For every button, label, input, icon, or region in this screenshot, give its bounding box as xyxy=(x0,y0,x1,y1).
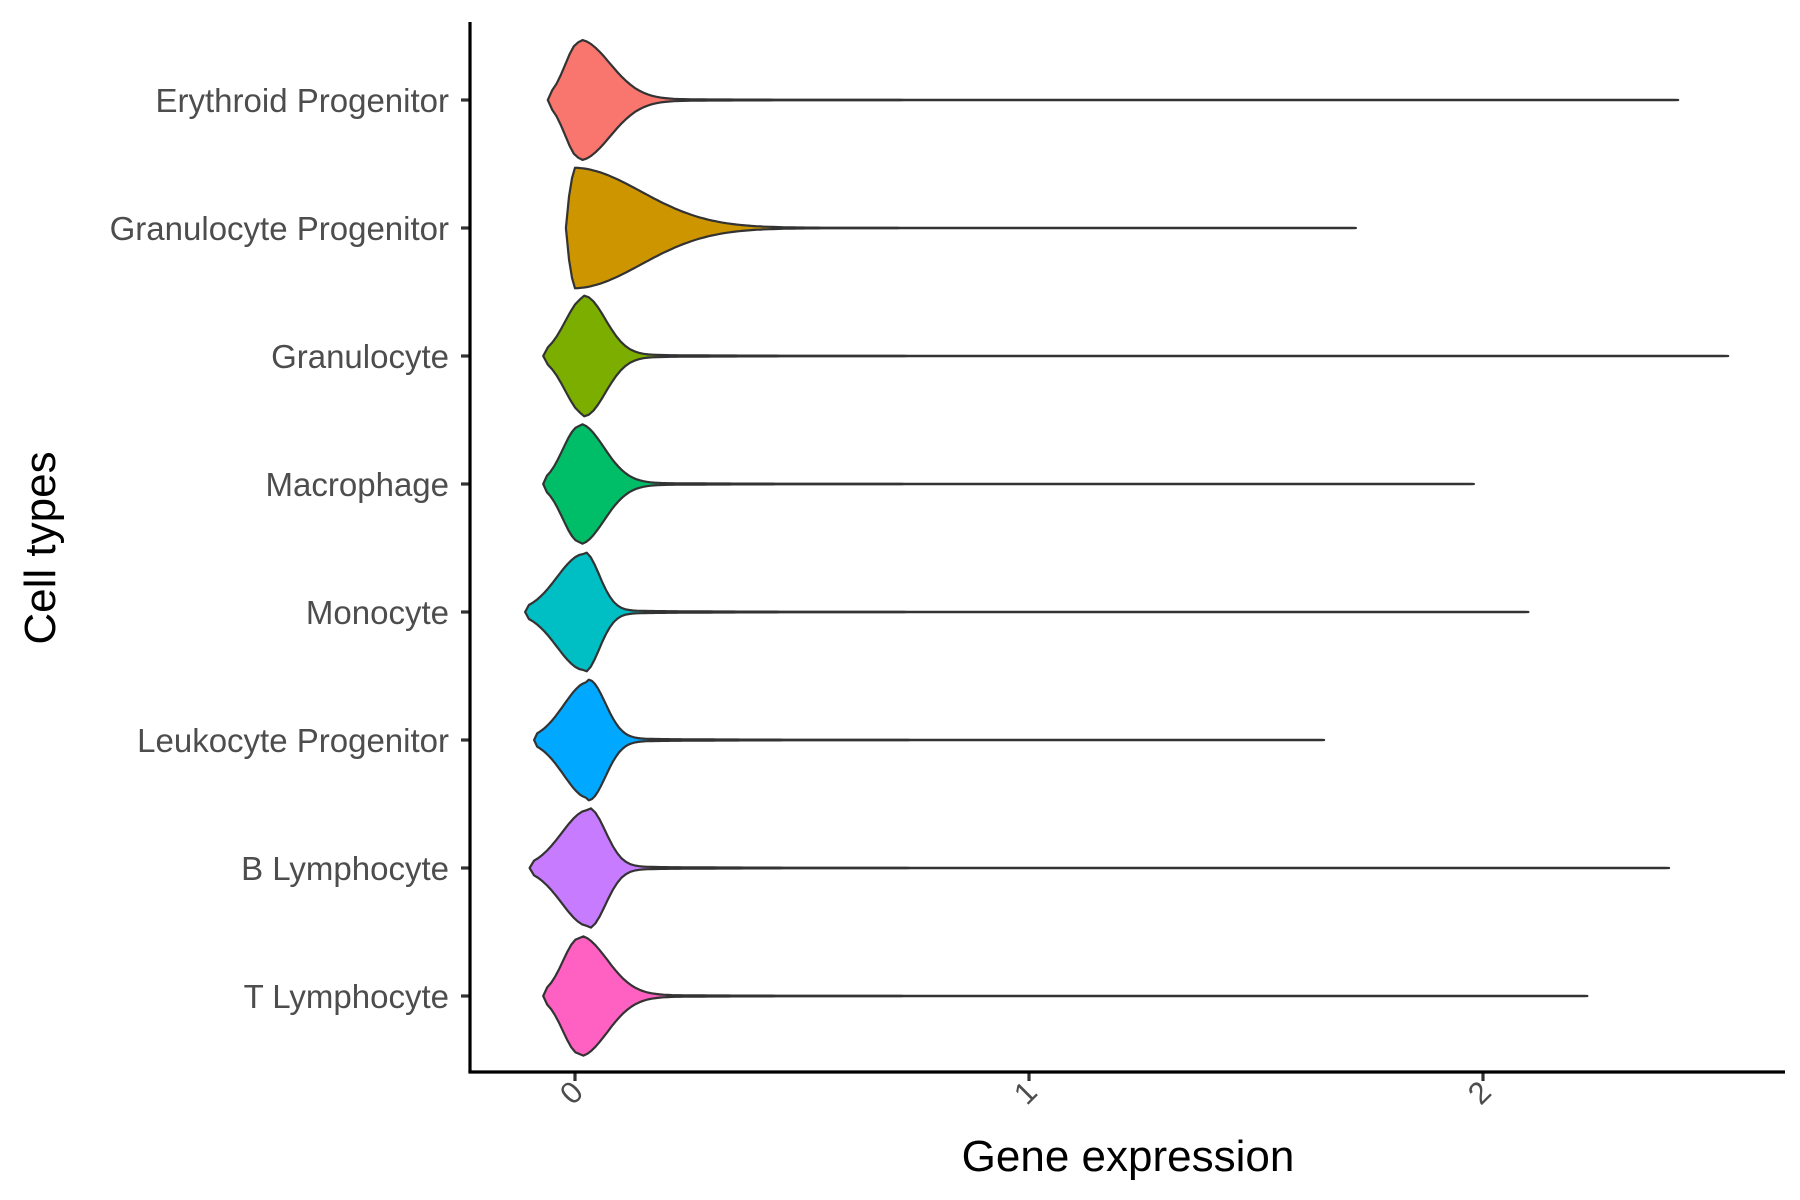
y-tick-label-macrophage: Macrophage xyxy=(266,466,449,503)
y-tick-label-erythroid-progenitor: Erythroid Progenitor xyxy=(156,82,449,119)
y-tick-label-t-lymphocyte: T Lymphocyte xyxy=(244,978,449,1015)
x-axis-ticks: 0 1 2 xyxy=(553,1072,1498,1111)
y-tick-label-monocyte: Monocyte xyxy=(306,594,449,631)
violin-erythroid-progenitor xyxy=(546,39,1680,161)
violin-granulocyte xyxy=(542,294,1730,418)
x-axis-title: Gene expression xyxy=(962,1132,1295,1181)
y-tick-label-granulocyte-progenitor: Granulocyte Progenitor xyxy=(110,210,449,247)
y-tick-label-b-lymphocyte: B Lymphocyte xyxy=(241,850,449,887)
violin-macrophage xyxy=(542,423,1475,545)
x-tick-label-2: 2 xyxy=(1461,1074,1498,1111)
y-axis-title: Cell types xyxy=(16,451,65,644)
violin-b-lymphocyte xyxy=(528,807,1671,929)
y-tick-label-granulocyte: Granulocyte xyxy=(271,338,449,375)
violin-leukocyte-progenitor xyxy=(533,678,1326,802)
x-tick-label-1: 1 xyxy=(1007,1074,1044,1111)
y-axis-ticks: T Lymphocyte B Lymphocyte Leukocyte Progen… xyxy=(110,82,470,1015)
violin-granulocyte-progenitor xyxy=(564,166,1357,290)
x-tick-label-0: 0 xyxy=(553,1074,590,1111)
violin-t-lymphocyte xyxy=(542,935,1589,1057)
violins-group xyxy=(524,39,1730,1057)
violin-monocyte xyxy=(524,551,1530,673)
y-tick-label-leukocyte-progenitor: Leukocyte Progenitor xyxy=(137,722,449,759)
